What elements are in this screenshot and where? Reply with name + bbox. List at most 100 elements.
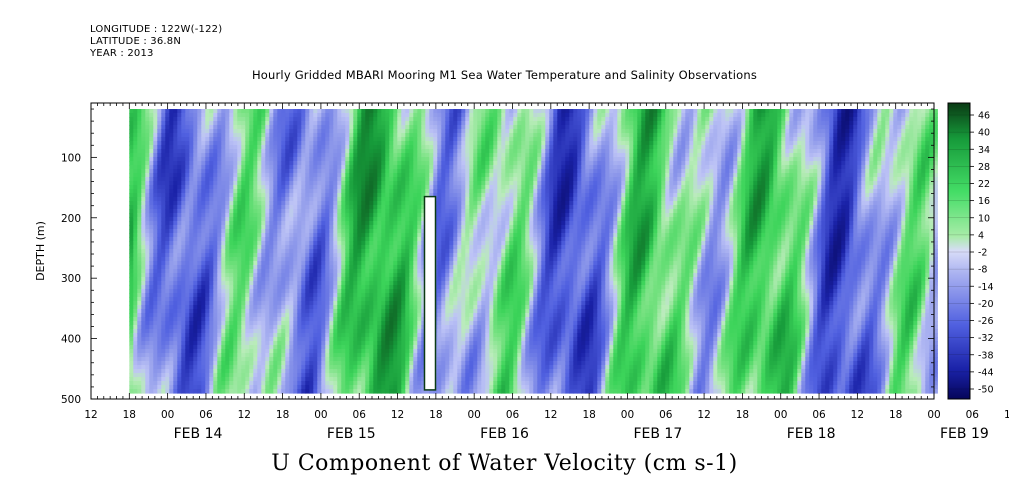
heatmap-cell [393,361,398,366]
heatmap-cell [305,301,310,306]
heatmap-cell [405,225,410,230]
heatmap-cell [321,197,326,202]
heatmap-cell [217,121,222,126]
heatmap-cell [297,321,302,326]
heatmap-cell [133,309,138,314]
heatmap-cell [281,189,286,194]
heatmap-cell [317,121,322,126]
heatmap-cell [389,369,394,374]
heatmap-cell [325,113,330,118]
heatmap-cell [197,149,202,154]
heatmap-cell [161,277,166,282]
heatmap-cell [189,249,194,254]
heatmap-cell [317,297,322,302]
heatmap-cell [305,269,310,274]
heatmap-cell [229,297,234,302]
heatmap-cell [377,285,382,290]
heatmap-cell [365,389,370,394]
heatmap-cell [401,153,406,158]
heatmap-cell [149,141,154,146]
heatmap-cell [333,237,338,242]
heatmap-cell [253,317,258,322]
heatmap-cell [377,117,382,122]
heatmap-cell [365,197,370,202]
heatmap-cell [241,205,246,210]
heatmap-cell [405,285,410,290]
heatmap-cell [189,341,194,346]
heatmap-cell [145,185,150,190]
heatmap-cell [265,137,270,142]
heatmap-cell [161,201,166,206]
heatmap-cell [281,289,286,294]
heatmap-cell [281,301,286,306]
heatmap-cell [193,173,198,178]
heatmap-cell [377,217,382,222]
heatmap-cell [377,213,382,218]
heatmap-cell [161,385,166,390]
heatmap-cell [313,389,318,394]
heatmap-cell [333,333,338,338]
heatmap-cell [209,233,214,238]
heatmap-cell [253,297,258,302]
heatmap-cell [349,317,354,322]
heatmap-cell [361,161,366,166]
heatmap-cell [157,249,162,254]
heatmap-cell [345,313,350,318]
heatmap-cell [321,125,326,130]
heatmap-cell [405,141,410,146]
heatmap-cell [345,193,350,198]
heatmap-cell [365,305,370,310]
heatmap-cell [301,349,306,354]
heatmap-cell [365,113,370,118]
heatmap-cell [285,381,290,386]
heatmap-cell [285,389,290,394]
heatmap-cell [405,365,410,370]
heatmap-cell [341,181,346,186]
heatmap-cell [325,325,330,330]
heatmap-cell [249,141,254,146]
heatmap-cell [369,293,374,298]
heatmap-cell [141,185,146,190]
heatmap-cell [213,345,218,350]
heatmap-cell [389,217,394,222]
heatmap-cell [169,361,174,366]
heatmap-cell [133,245,138,250]
heatmap-cell [405,349,410,354]
heatmap-cell [369,209,374,214]
heatmap-cell [321,149,326,154]
heatmap-cell [181,125,186,130]
heatmap-cell [241,201,246,206]
heatmap-cell [325,225,330,230]
heatmap-cell [165,201,170,206]
heatmap-cell [313,137,318,142]
heatmap-cell [365,193,370,198]
heatmap-cell [317,117,322,122]
heatmap-cell [149,125,154,130]
heatmap-cell [313,345,318,350]
heatmap-cell [137,365,142,370]
heatmap-cell [217,221,222,226]
heatmap-cell [233,201,238,206]
heatmap-cell [289,261,294,266]
heatmap-cell [197,345,202,350]
heatmap-cell [353,365,358,370]
heatmap-cell [281,117,286,122]
heatmap-cell [213,337,218,342]
heatmap-cell [329,129,334,134]
heatmap-cell [317,265,322,270]
heatmap-cell [377,125,382,130]
heatmap-cell [333,137,338,142]
heatmap-cell [217,129,222,134]
heatmap-cell [341,113,346,118]
heatmap-cell [305,333,310,338]
heatmap-cell [313,253,318,258]
heatmap-cell [385,381,390,386]
heatmap-cell [401,197,406,202]
heatmap-cell [257,273,262,278]
heatmap-cell [185,185,190,190]
heatmap-cell [297,225,302,230]
heatmap-cell [349,309,354,314]
heatmap-cell [225,141,230,146]
heatmap-cell [285,357,290,362]
heatmap-cell [161,165,166,170]
